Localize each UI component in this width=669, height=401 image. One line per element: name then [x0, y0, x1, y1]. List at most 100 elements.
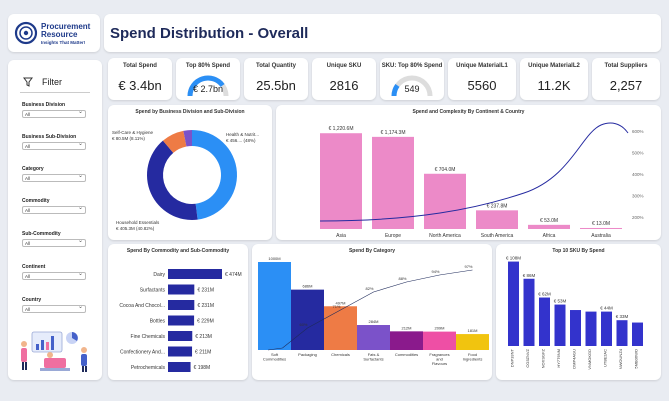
kpi-unique-material-l2[interactable]: Unique MaterialL2 11.2K: [520, 58, 588, 100]
filter-select-category[interactable]: All: [22, 173, 86, 182]
filter-panel: Filter Business Division All Business Su…: [8, 60, 102, 380]
commodity-tick-label: Fine Chemicals: [131, 334, 166, 340]
donut-chart[interactable]: [108, 109, 272, 239]
donut-slice-other: [183, 130, 192, 147]
commodity-bar-chart[interactable]: Dairy € 474M Surfactants € 231M Cocoa And Ch…: [108, 248, 248, 378]
filter-select-continent[interactable]: All: [22, 271, 86, 280]
commodity-bar: [168, 300, 195, 310]
category-tick-label: Soft: [271, 352, 279, 357]
commodity-bar-label: € 198M: [194, 365, 211, 371]
page-title: Spend Distribution - Overall: [110, 25, 309, 42]
category-tick-label: Ingredients: [463, 357, 483, 362]
filter-label: Country: [22, 297, 42, 303]
donut-slice-self-care: [162, 130, 187, 153]
logo-globe-icon: [14, 21, 38, 45]
commodity-bar-label: € 229M: [197, 319, 214, 325]
sku-bar-label: € 33M: [616, 314, 629, 319]
filter-select-country[interactable]: All: [22, 304, 86, 313]
commodity-bar: [168, 315, 195, 326]
logo-card: Procurement Resource Insights That Matte…: [8, 14, 100, 52]
kpi-title: Unique SKU: [326, 63, 362, 69]
cumulative-pct-label: 82%: [365, 286, 373, 291]
category-bar-label: 497M: [335, 300, 345, 305]
continent-bar: [476, 210, 518, 229]
divider: [20, 92, 90, 93]
kpi-unique-sku[interactable]: Unique SKU 2816: [312, 58, 376, 100]
complexity-line: [319, 122, 629, 222]
category-tick-label: Commodities: [263, 357, 286, 362]
category-tick-label: Flavours: [432, 361, 447, 366]
commodity-bar-label: € 211M: [195, 350, 211, 356]
sku-tick-label: NWOUNZ4: [618, 348, 623, 369]
sku-tick-label: VNMOKGD: [587, 349, 592, 370]
continent-bar-label: € 704.0M: [435, 167, 456, 173]
kpi-top80-spend[interactable]: Top 80% Spend € 2.7bn: [176, 58, 240, 100]
donut-slice-health: [192, 130, 238, 220]
title-bar: Spend Distribution - Overall: [104, 14, 661, 52]
sku-tick-label: CO3ZNVZ: [525, 348, 530, 367]
filter-select-commodity[interactable]: All: [22, 205, 86, 214]
sku-bar: [601, 311, 612, 346]
filter-label: Sub-Commodity: [22, 231, 61, 237]
filter-select-business-sub-division[interactable]: All: [22, 141, 86, 150]
kpi-total-suppliers[interactable]: Total Suppliers 2,257: [592, 58, 660, 100]
continent-combo-chart[interactable]: € 1,220.6M Asia € 1,174.3M Europe € 704.0M No…: [276, 109, 661, 239]
sku-bar: [585, 311, 597, 346]
donut-label-line: Self-Care & Hygiene: [112, 130, 154, 135]
category-bar: [423, 331, 456, 350]
kpi-title: Top 80% Spend: [185, 63, 231, 69]
kpi-total-quantity[interactable]: Total Quantity 25.5bn: [244, 58, 308, 100]
category-tick-label: Chemicals: [331, 352, 350, 357]
commodity-tick-label: Confectionery And...: [120, 350, 165, 356]
sku-bar: [539, 297, 550, 346]
sku-bar-chart[interactable]: € 108M DNP33NT € 86M CO3ZNVZ € 62M NOXSGFZ € 5…: [496, 248, 661, 378]
kpi-title: Total Spend: [123, 63, 157, 69]
commodity-tick-label: Dairy: [153, 272, 165, 278]
funnel-icon: [23, 77, 33, 87]
category-pareto-chart[interactable]: 1000MSoftCommodities686MPackaging497MChe…: [252, 248, 492, 378]
sku-bar-label: € 86M: [523, 273, 536, 278]
panel-title: Spend By Category: [348, 248, 396, 254]
kpi-value: € 2.7bn: [192, 84, 224, 94]
commodity-bar-label: € 213M: [195, 334, 212, 340]
y2-tick-label: 300%: [632, 194, 644, 199]
y2-tick-label: 600%: [632, 129, 644, 134]
continent-tick-label: South America: [481, 233, 514, 239]
commodity-bar: [168, 362, 191, 372]
filter-select-sub-commodity[interactable]: All: [22, 238, 86, 247]
sku-bar-label: € 108M: [506, 256, 521, 261]
category-bar-label: 181M: [467, 328, 477, 333]
commodity-bar-label: € 231M: [197, 303, 214, 309]
kpi-title: Total Suppliers: [604, 63, 648, 69]
kpi-value: 549: [404, 84, 420, 94]
category-bar: [390, 331, 423, 350]
sku-tick-label: HY7T6NM: [556, 349, 561, 368]
category-tick-label: Fragrances: [429, 352, 449, 357]
sku-panel: Top 10 SKU By Spend € 108M DNP33NT € 86M CO…: [496, 244, 661, 380]
kpi-sku-top80[interactable]: SKU: Top 80% Spend 549: [380, 58, 444, 100]
donut-label-line: Health & Nutrit...: [226, 132, 260, 137]
sku-tick-label: NOXSGFZ: [541, 348, 546, 368]
sku-bar: [508, 261, 519, 346]
category-tick-label: Food: [468, 352, 477, 357]
sku-bar-label: € 62M: [538, 292, 551, 297]
filter-label: Commodity: [22, 198, 50, 204]
sku-bar: [632, 322, 643, 346]
continent-tick-label: North America: [429, 233, 461, 239]
sku-tick-label: DNP33NT: [510, 348, 515, 367]
panel-title: Spend and Complexity By Continent & Coun…: [412, 109, 525, 115]
category-bar: [291, 289, 324, 350]
people-analytics-illustration: [21, 331, 87, 372]
kpi-title: Unique MaterialL2: [528, 63, 580, 69]
commodity-bar-label: € 474M: [225, 272, 242, 278]
continent-tick-label: Asia: [336, 233, 346, 239]
cumulative-pct-label: 88%: [398, 276, 406, 281]
kpi-title: Total Quantity: [256, 63, 296, 69]
kpi-total-spend[interactable]: Total Spend € 3.4bn: [108, 58, 172, 100]
continent-bar-label: € 1,174.3M: [380, 130, 405, 136]
commodity-tick-label: Petrochemicals: [131, 365, 166, 371]
kpi-unique-material-l1[interactable]: Unique MaterialL1 5560: [448, 58, 516, 100]
sku-bar-label: € 53M: [554, 299, 567, 304]
filter-select-business-division[interactable]: All: [22, 109, 86, 118]
category-bar: [357, 325, 390, 350]
